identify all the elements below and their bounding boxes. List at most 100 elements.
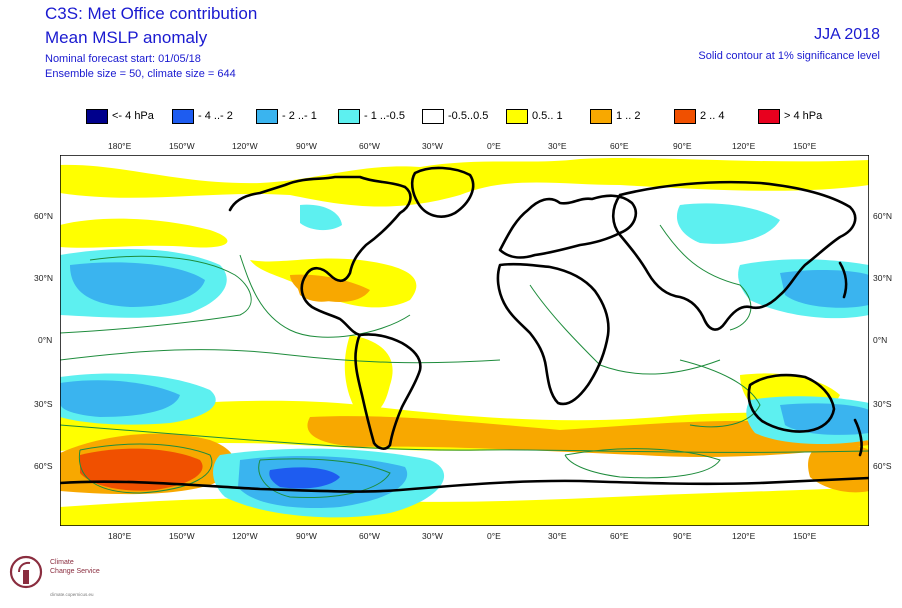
anomaly-region xyxy=(269,467,340,489)
lat-tick-left: 60°S xyxy=(34,461,53,471)
significance-contour xyxy=(60,349,501,364)
coast-africa xyxy=(496,262,610,406)
significance-contour xyxy=(659,224,752,331)
coast-australia xyxy=(747,373,836,433)
lon-tick-bottom: 60°E xyxy=(610,531,629,541)
legend-label: - 1 ..-0.5 xyxy=(364,110,405,122)
anomaly-map xyxy=(60,155,869,526)
legend-item: - 1 ..-0.5 xyxy=(338,106,405,126)
legend-swatch xyxy=(256,108,278,124)
lon-tick-top: 60°E xyxy=(610,141,629,151)
anomaly-region xyxy=(295,279,342,302)
anomaly-region xyxy=(70,262,205,307)
legend-label: 1 .. 2 xyxy=(616,110,641,122)
significance-contour xyxy=(239,254,411,338)
coast-europe xyxy=(498,194,637,259)
season-label: JJA 2018 xyxy=(814,26,880,43)
significance-note: Solid contour at 1% significance level xyxy=(698,50,880,62)
lat-tick-right: 0°N xyxy=(873,335,888,345)
significance-contour xyxy=(78,443,213,494)
legend-swatch xyxy=(86,108,108,124)
lat-tick-right: 60°S xyxy=(873,461,892,471)
anomaly-region xyxy=(307,416,869,457)
anomaly-region xyxy=(80,448,203,491)
lon-tick-top: 0°E xyxy=(487,141,501,151)
lat-tick-left: 60°N xyxy=(34,211,53,221)
lon-tick-bottom: 150°W xyxy=(169,531,195,541)
lon-tick-bottom: 180°E xyxy=(108,531,132,541)
legend-label: <- 4 hPa xyxy=(112,110,154,122)
lon-tick-top: 150°W xyxy=(169,141,195,151)
legend-swatch xyxy=(172,108,194,124)
lon-tick-top: 90°E xyxy=(673,141,692,151)
anomaly-region xyxy=(676,203,780,244)
lat-tick-right: 30°N xyxy=(873,273,892,283)
legend-label: - 2 ..- 1 xyxy=(282,110,317,122)
anomaly-fields xyxy=(60,158,869,526)
lat-tick-right: 60°N xyxy=(873,211,892,221)
forecast-start: Nominal forecast start: 01/05/18 xyxy=(45,53,201,65)
legend-item: > 4 hPa xyxy=(758,106,822,126)
logo-url: climate.copernicus.eu xyxy=(50,592,94,597)
anomaly-region xyxy=(300,204,342,231)
legend-label: - 4 ..- 2 xyxy=(198,110,233,122)
lon-tick-bottom: 150°E xyxy=(793,531,817,541)
lat-tick-left: 0°N xyxy=(38,335,53,345)
anomaly-region xyxy=(60,487,869,526)
logo-text-service: Change Service xyxy=(50,568,100,575)
coastlines xyxy=(60,166,869,493)
legend-swatch xyxy=(674,108,696,124)
lon-tick-top: 90°W xyxy=(296,141,317,151)
legend-swatch xyxy=(758,108,780,124)
legend-swatch xyxy=(506,108,528,124)
coast-north-america xyxy=(228,175,412,337)
logo-emblem-icon xyxy=(9,555,43,589)
coast-greenland xyxy=(410,166,475,218)
anomaly-region xyxy=(60,380,180,417)
copernicus-logo: Climate Change Service climate.copernicu… xyxy=(6,552,126,604)
lon-tick-bottom: 30°E xyxy=(548,531,567,541)
legend-label: -0.5..0.5 xyxy=(448,110,489,122)
legend-item: -0.5..0.5 xyxy=(422,106,488,126)
coast-japan xyxy=(838,261,848,299)
lat-tick-right: 30°S xyxy=(873,399,892,409)
lon-tick-top: 120°E xyxy=(732,141,756,151)
coast-new-zealand xyxy=(853,418,863,457)
lon-tick-bottom: 120°W xyxy=(232,531,258,541)
significance-contour xyxy=(564,448,721,479)
legend-label: 0.5.. 1 xyxy=(532,110,563,122)
significance-contour xyxy=(679,359,761,428)
lat-tick-left: 30°N xyxy=(34,273,53,283)
coast-south-america xyxy=(354,333,422,450)
legend-item: 1 .. 2 xyxy=(590,106,640,126)
lon-tick-bottom: 30°W xyxy=(422,531,443,541)
anomaly-region xyxy=(60,158,869,207)
lon-tick-top: 150°E xyxy=(793,141,817,151)
title-line1: C3S: Met Office contribution xyxy=(45,4,258,23)
legend-item: - 4 ..- 2 xyxy=(172,106,233,126)
legend-item: 2 .. 4 xyxy=(674,106,724,126)
lon-tick-top: 30°W xyxy=(422,141,443,151)
lon-tick-top: 60°W xyxy=(359,141,380,151)
significance-contour xyxy=(60,255,252,334)
ensemble-size: Ensemble size = 50, climate size = 644 xyxy=(45,68,236,80)
coast-antarctica xyxy=(60,476,869,493)
anomaly-region xyxy=(780,403,869,435)
legend-swatch xyxy=(338,108,360,124)
significance-contour xyxy=(258,458,391,499)
lon-tick-top: 30°E xyxy=(548,141,567,151)
lon-tick-top: 120°W xyxy=(232,141,258,151)
lat-tick-left: 30°S xyxy=(34,399,53,409)
lon-tick-bottom: 90°W xyxy=(296,531,317,541)
significance-contour xyxy=(60,424,869,453)
lon-tick-bottom: 120°E xyxy=(732,531,756,541)
legend-item: - 2 ..- 1 xyxy=(256,106,317,126)
legend-item: <- 4 hPa xyxy=(86,106,154,126)
legend-item: 0.5.. 1 xyxy=(506,106,563,126)
logo-text-climate: Climate xyxy=(50,559,74,566)
legend-swatch xyxy=(422,108,444,124)
title-line2: Mean MSLP anomaly xyxy=(45,28,208,47)
lon-tick-bottom: 0°E xyxy=(487,531,501,541)
legend-swatch xyxy=(590,108,612,124)
color-legend: <- 4 hPa - 4 ..- 2 - 2 ..- 1 - 1 ..-0.5 … xyxy=(0,106,902,126)
